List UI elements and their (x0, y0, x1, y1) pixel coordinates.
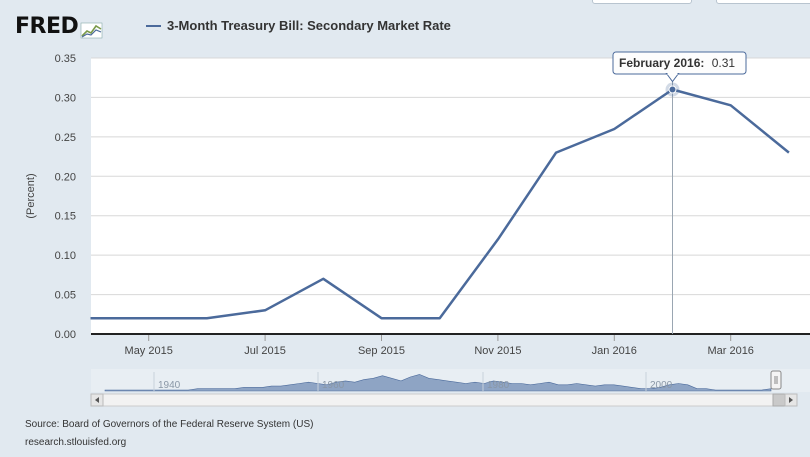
highlight-point[interactable] (668, 85, 677, 94)
navigator-label: 2000 (650, 380, 673, 391)
tooltip-value: 0.31 (712, 56, 736, 70)
x-tick-label: Jul 2015 (244, 345, 286, 357)
scrollbar[interactable] (90, 393, 798, 407)
x-tick-label: Sep 2015 (358, 345, 405, 357)
legend-label: 3-Month Treasury Bill: Secondary Market … (167, 18, 451, 33)
scroll-right-arrow-icon (789, 397, 793, 403)
y-tick-label: 0.05 (55, 290, 76, 302)
scroll-left-arrow-icon (95, 397, 99, 403)
date-range-end-input[interactable] (716, 0, 810, 4)
y-tick-label: 0.00 (55, 329, 76, 341)
fred-logo[interactable]: FRED (15, 15, 104, 39)
y-tick-label: 0.30 (55, 92, 76, 104)
navigator-labels: 1940 1960 1980 2000 (153, 372, 673, 391)
gridlines (91, 57, 810, 296)
navigator-handle[interactable] (770, 370, 782, 390)
navigator-area (104, 374, 772, 392)
source-text: Source: Board of Governors of the Federa… (25, 419, 314, 430)
navigator-label: 1940 (158, 380, 181, 391)
scrollbar-track[interactable] (90, 393, 798, 407)
x-tick-label: Jan 2016 (592, 345, 637, 357)
chart-legend[interactable]: 3-Month Treasury Bill: Secondary Market … (146, 18, 451, 33)
y-tick-labels: 0.00 0.05 0.10 0.15 0.20 0.25 0.30 0.35 (55, 53, 76, 341)
navigator-label: 1960 (322, 380, 345, 391)
y-axis-label: (Percent) (25, 173, 37, 218)
y-tick-label: 0.15 (55, 211, 76, 223)
logo-text: FRED (15, 14, 79, 39)
y-tick-label: 0.20 (55, 171, 76, 183)
site-link[interactable]: research.stlouisfed.org (25, 437, 127, 448)
scrollbar-thumb[interactable] (772, 393, 786, 407)
x-tick-label: Mar 2016 (707, 345, 753, 357)
y-tick-label: 0.25 (55, 132, 76, 144)
y-tick-label: 0.10 (55, 250, 76, 262)
tooltip-text: February 2016: 0.31 (619, 56, 735, 70)
navigator-label: 1980 (487, 380, 510, 391)
x-tick-labels: May 2015 Jul 2015 Sep 2015 Nov 2015 Jan 2016… (125, 334, 754, 357)
plot-area (91, 58, 810, 334)
tooltip: February 2016: 0.31 (612, 51, 747, 83)
top-controls (590, 0, 810, 4)
legend-swatch (146, 24, 161, 27)
y-tick-label: 0.35 (55, 53, 76, 65)
tooltip-box (612, 51, 747, 75)
chart-logo-icon (80, 22, 103, 39)
x-tick-label: Nov 2015 (474, 345, 521, 357)
tooltip-label: February 2016: (619, 56, 704, 70)
date-range-start-input[interactable] (592, 0, 692, 4)
navigator[interactable]: 1940 1960 1980 2000 (91, 369, 810, 392)
x-tick-label: May 2015 (125, 345, 173, 357)
